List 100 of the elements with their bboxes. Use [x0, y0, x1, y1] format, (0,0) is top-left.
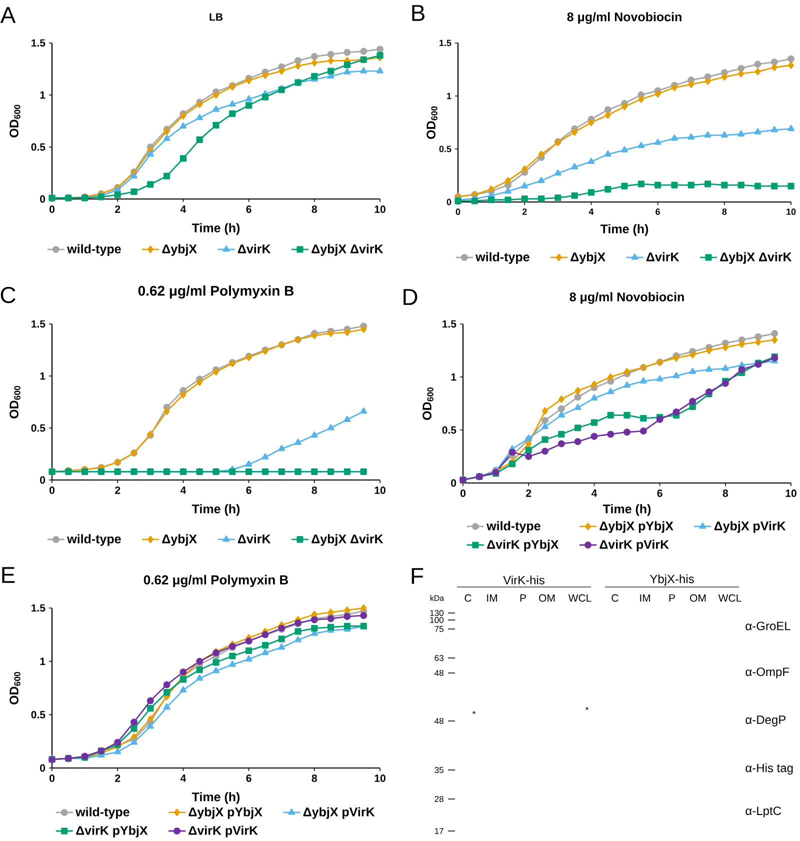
legend-label: ΔybjX pVirK	[714, 521, 786, 533]
category-label: P	[669, 594, 675, 602]
category-label: C	[612, 594, 618, 602]
legend-label: ΔybjX	[570, 252, 606, 264]
y-tick-label: 0.5	[31, 424, 46, 432]
x-tick-label: 6	[246, 206, 252, 213]
category-label: OM	[539, 594, 555, 602]
category-label: P	[520, 594, 526, 602]
x-tick-label: 0	[460, 490, 466, 497]
text: VirK-his	[503, 576, 544, 584]
text: 35	[434, 766, 444, 774]
x-tick-label: 10	[786, 208, 796, 215]
y-tick-label: 1	[451, 373, 456, 381]
y-tick-label: 1	[447, 92, 452, 100]
y-tick-label: 1.5	[32, 320, 46, 328]
chart-title: 0.62 μg/ml Polymyxin B	[144, 574, 288, 588]
y-tick-label: 0	[40, 476, 46, 484]
y-axis-title: OD$_{600}$	[10, 386, 20, 418]
text: YbjX-his	[650, 574, 694, 586]
y-tick-label: 0.5	[439, 146, 452, 152]
x-axis-title: Time (h)	[600, 224, 648, 236]
category-label: OM	[690, 594, 706, 602]
x-tick-label: 0	[50, 774, 54, 782]
x-tick-label: 2	[115, 486, 120, 494]
x-tick-label: 6	[657, 490, 662, 497]
legend-label: wild-type	[67, 534, 121, 546]
y-tick-label: 0	[40, 195, 46, 203]
y-tick-label: 1	[40, 91, 46, 99]
x-tick-label: 4	[591, 490, 598, 497]
chart-title: 8 μg/ml Novobiocin	[567, 12, 682, 24]
text: A	[0, 7, 16, 23]
x-tick-label: 2	[115, 774, 120, 782]
legend-label: wild-type	[76, 807, 130, 819]
legend-label: ΔybjX ΔvirK	[312, 244, 384, 256]
x-tick-label: 8	[722, 208, 727, 215]
legend-label: ΔvirK pYbjX	[487, 540, 559, 552]
y-tick-label: 1.5	[442, 320, 456, 328]
y-tick-label: 0.5	[31, 710, 46, 718]
legend-label: ΔybjX	[162, 244, 197, 256]
chart-title: 8 μg/ml Novobiocin	[570, 292, 684, 304]
legend-label: ΔvirK pVirK	[188, 826, 258, 838]
category-label: α-OmpF	[746, 668, 789, 678]
category-label: IM	[487, 594, 497, 602]
legend-label: ΔvirK pVirK	[600, 540, 669, 552]
x-tick-label: 4	[180, 774, 186, 782]
x-tick-label: 0	[50, 206, 54, 213]
category-label: C	[464, 594, 472, 602]
x-tick-label: 8	[312, 486, 317, 494]
x-tick-label: 6	[656, 208, 660, 215]
category-label: α-DegP	[746, 716, 786, 726]
x-tick-label: 6	[246, 486, 252, 494]
text: kDa	[430, 595, 444, 601]
text: *	[472, 710, 476, 714]
legend-label: ΔvirK	[238, 244, 271, 254]
x-tick-label: 10	[374, 206, 386, 213]
x-tick-label: 10	[374, 486, 386, 494]
x-axis-title: Time (h)	[192, 504, 240, 516]
legend-label: wild-type	[486, 521, 540, 533]
legend-label: ΔvirK	[646, 252, 680, 262]
legend-label: ΔvirK	[238, 534, 271, 544]
y-tick-label: 0	[451, 479, 456, 487]
text: B	[412, 5, 424, 21]
chart-title: 0.62 μg/ml Polymyxin B	[138, 285, 294, 299]
category-label: α-GroEL	[746, 622, 790, 630]
text: E	[2, 567, 15, 583]
y-axis-title: OD$_{600}$	[422, 387, 434, 420]
y-tick-label: 1.5	[32, 39, 46, 47]
text: 48	[434, 718, 444, 724]
legend-label: wild-type	[67, 244, 121, 256]
x-tick-label: 6	[246, 774, 252, 782]
text: 17	[434, 828, 444, 834]
category-label: WCL	[568, 594, 592, 602]
y-tick-label: 1	[40, 658, 46, 665]
chart-title: LB	[210, 13, 223, 21]
y-tick-label: 1.5	[440, 40, 452, 46]
text: 130	[430, 610, 444, 616]
y-axis-title: OD$_{600}$	[426, 106, 438, 139]
text: C	[0, 286, 16, 304]
legend-label: ΔybjX ΔvirK	[312, 534, 384, 546]
y-tick-label: 0	[446, 198, 452, 206]
category-label: WCL	[718, 594, 742, 602]
legend-label: ΔybjX pYbjX	[188, 807, 262, 819]
y-tick-label: 0.5	[31, 143, 46, 151]
x-tick-label: 0	[50, 486, 54, 494]
y-tick-label: 1.5	[32, 604, 46, 612]
x-axis-title: Time (h)	[192, 223, 240, 235]
category-label: IM	[640, 594, 650, 602]
y-axis-title: OD$_{600}$	[10, 672, 20, 704]
legend-label: ΔybjX ΔvirK	[720, 252, 792, 264]
x-tick-label: 2	[522, 208, 527, 215]
y-axis-title: OD$_{600}$	[10, 104, 20, 138]
x-tick-label: 0	[456, 208, 460, 215]
x-axis-title: Time (h)	[192, 792, 240, 804]
x-tick-label: 4	[180, 206, 186, 213]
x-tick-label: 2	[526, 490, 532, 497]
legend-label: ΔybjX pYbjX	[600, 521, 674, 533]
legend-label: ΔvirK pYbjX	[76, 826, 148, 838]
x-tick-label: 4	[180, 486, 186, 494]
y-tick-label: 0.5	[442, 426, 456, 434]
text: D	[404, 289, 418, 305]
